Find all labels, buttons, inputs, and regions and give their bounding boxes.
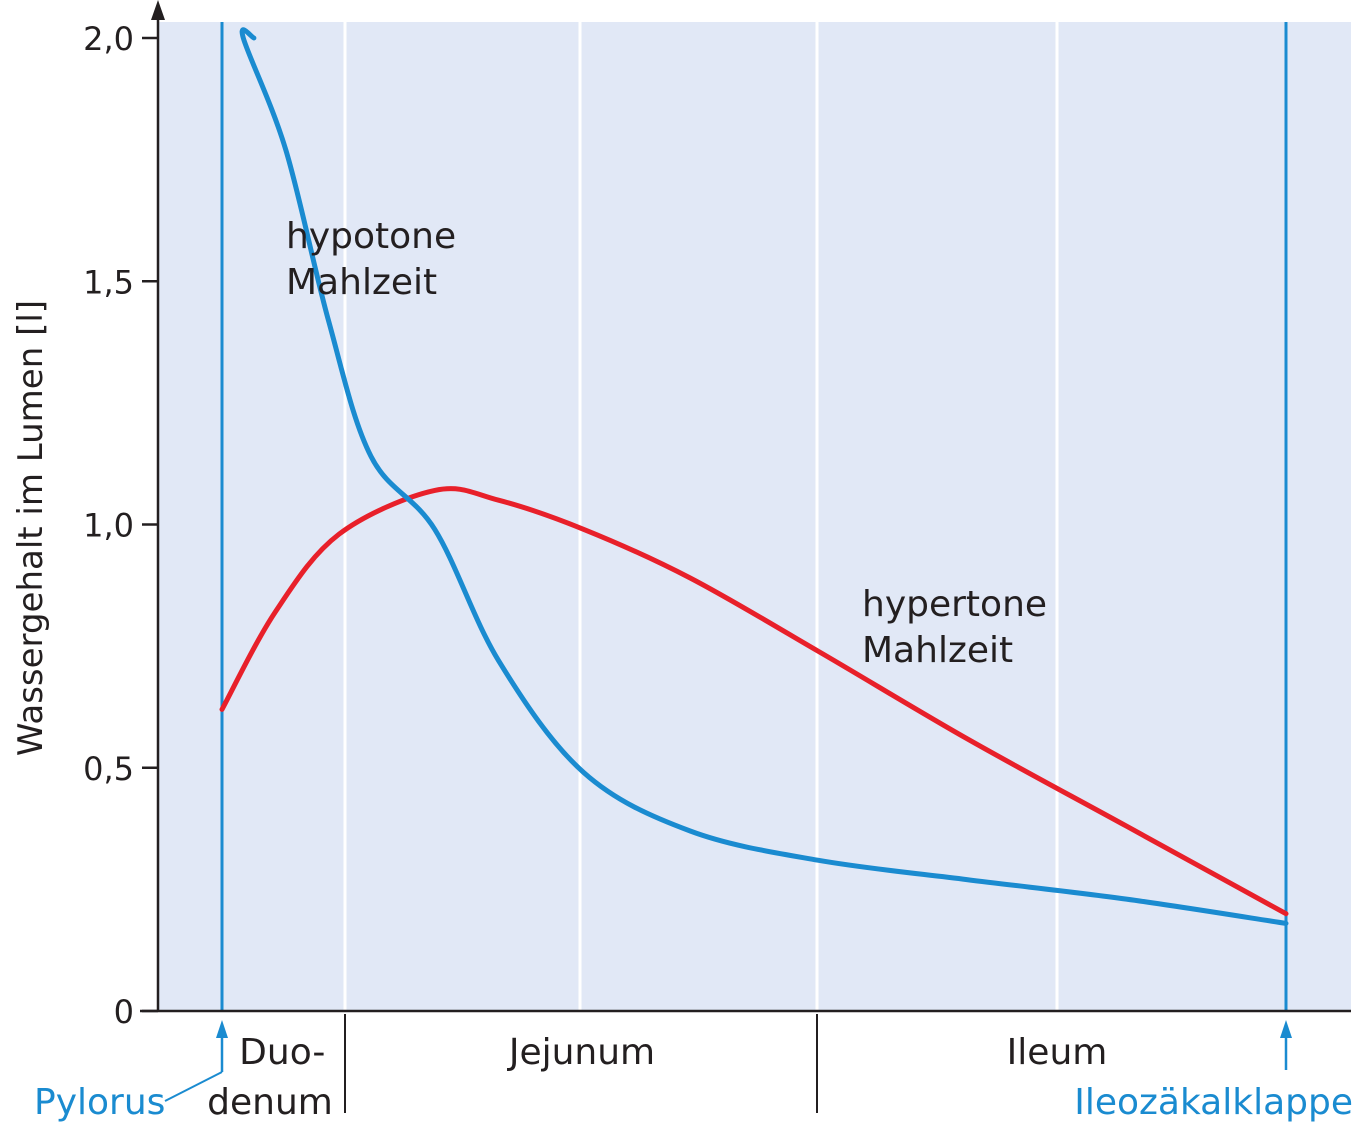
region-label-duodenum: Duo- denum	[207, 1032, 337, 1123]
hypertone-label: hypertone Mahlzeit	[862, 584, 1058, 671]
hypotone-label-line-2: Mahlzeit	[286, 262, 437, 303]
grid	[220, 22, 1288, 1011]
y-axis-label: Wassergehalt im Lumen [l]	[11, 300, 51, 756]
region-label-duodenum-line-1: Duo-	[239, 1032, 325, 1073]
y-axis-arrow-icon	[151, 0, 165, 20]
region-label-jejunum: Jejunum	[507, 1032, 655, 1073]
region-label-ileum: Ileum	[1007, 1032, 1108, 1073]
pylorus-label: Pylorus	[34, 1082, 165, 1123]
plot-background	[158, 22, 1351, 1011]
region-label-duodenum-line-2: denum	[207, 1082, 333, 1123]
y-tick-label-4: 2,0	[83, 20, 134, 58]
hypotone-label-line-1: hypotone	[286, 216, 456, 257]
y-tick-label-1: 0,5	[83, 750, 134, 788]
hypertone-label-line-2: Mahlzeit	[862, 630, 1013, 671]
y-tick-label-0: 0	[114, 993, 134, 1031]
curves	[219, 27, 1289, 926]
hypertone-label-line-1: hypertone	[862, 584, 1047, 625]
axes	[140, 0, 1351, 1013]
y-ticks: 0 0,5 1,0 1,5 2,0	[83, 20, 158, 1031]
hypotone-label: hypotone Mahlzeit	[286, 216, 468, 303]
hypertone-curve	[219, 486, 1289, 917]
pylorus-leader-line	[164, 1071, 223, 1102]
ileocecal-arrow-icon	[1280, 1020, 1292, 1038]
y-tick-label-3: 1,5	[83, 263, 134, 301]
y-tick-label-2: 1,0	[83, 507, 134, 545]
ileocecal-label: Ileozäkalklappe	[1074, 1082, 1353, 1123]
hypotone-curve	[239, 27, 1289, 926]
pylorus-arrow-icon	[216, 1020, 228, 1038]
